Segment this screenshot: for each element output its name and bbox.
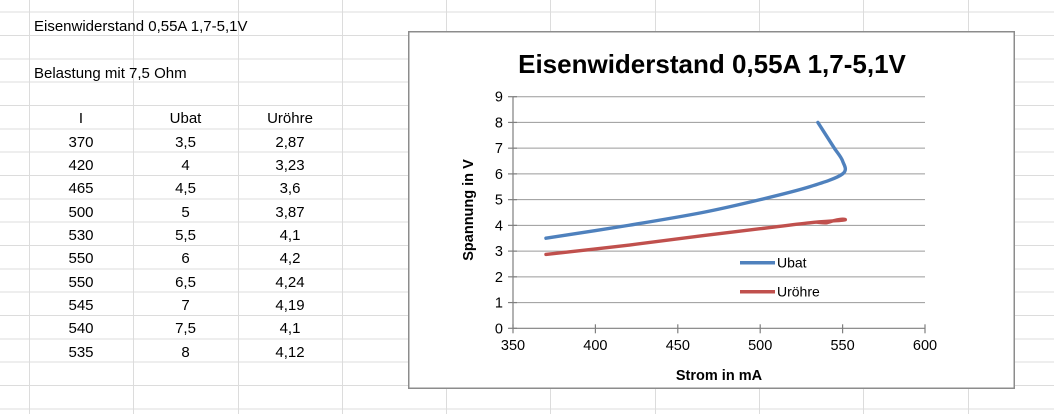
- x-tick-label: 400: [583, 338, 607, 354]
- table-cell[interactable]: 420: [68, 156, 94, 174]
- table-cell[interactable]: 465: [68, 180, 94, 198]
- series-line-ubat[interactable]: [544, 120, 848, 240]
- table-cell[interactable]: 3,5: [175, 133, 196, 151]
- table-cell[interactable]: 370: [68, 133, 94, 151]
- table-cell[interactable]: 500: [68, 203, 94, 221]
- table-header-cell[interactable]: I: [78, 110, 84, 128]
- y-tick-label: 8: [495, 115, 503, 131]
- x-tick-label: 550: [830, 338, 854, 354]
- x-axis-title: Strom in mA: [676, 368, 763, 384]
- y-tick-label: 7: [495, 141, 503, 157]
- table-cell[interactable]: 4,1: [279, 320, 301, 338]
- y-tick-label: 0: [495, 321, 503, 337]
- cell-sheet-subtitle[interactable]: Belastung mit 7,5 Ohm: [34, 64, 187, 82]
- table-row: 550 6 4,2: [29, 245, 342, 268]
- chart-title: Eisenwiderstand 0,55A 1,7-5,1V: [518, 49, 906, 79]
- table-cell[interactable]: 4: [181, 156, 190, 174]
- y-axis-title: Spannung in V: [461, 159, 477, 261]
- table-row: 535 8 4,12: [29, 338, 342, 361]
- sheet-grid-vline: [342, 0, 343, 414]
- table-cell[interactable]: 7: [181, 296, 190, 314]
- table-cell[interactable]: 4,19: [275, 296, 305, 314]
- x-tick-label: 500: [748, 338, 772, 354]
- chart[interactable]: 0 1 2 3 4 5 6 7 8 9 350 400 450 500 550 600 Eisenwiders…: [408, 31, 1015, 389]
- table-cell[interactable]: 3,23: [275, 156, 305, 174]
- table-row: 420 4 3,23: [29, 152, 342, 175]
- table-cell[interactable]: 540: [68, 320, 94, 338]
- table-row: 530 5,5 4,1: [29, 222, 342, 245]
- table-cell[interactable]: 4,24: [275, 273, 305, 291]
- table-row: 500 5 3,87: [29, 198, 342, 221]
- table-row: 550 6,5 4,24: [29, 268, 342, 291]
- table-cell[interactable]: 535: [68, 343, 94, 361]
- table-cell[interactable]: 530: [68, 226, 94, 244]
- table-cell[interactable]: 3,87: [275, 203, 305, 221]
- sheet-grid-vline: [133, 0, 134, 414]
- table-row: 370 3,5 2,87: [29, 128, 342, 151]
- x-tick-label: 600: [913, 338, 937, 354]
- table-cell[interactable]: 4,12: [275, 343, 305, 361]
- x-tick-label: 450: [666, 338, 690, 354]
- chart-border: [408, 31, 1015, 389]
- table-cell[interactable]: 545: [68, 296, 94, 314]
- table-header-cell[interactable]: Ubat: [169, 110, 202, 128]
- table-row: 465 4,5 3,6: [29, 175, 342, 198]
- y-tick-label: 9: [495, 90, 503, 106]
- sheet-grid-vline: [238, 0, 239, 414]
- table-cell[interactable]: 7,5: [175, 320, 196, 338]
- y-tick-label: 1: [495, 296, 503, 312]
- table-cell[interactable]: 4,5: [175, 180, 196, 198]
- table-header-cell[interactable]: Uröhre: [267, 110, 313, 128]
- series-line-uroehre[interactable]: [544, 217, 848, 257]
- table-cell[interactable]: 6,5: [175, 273, 196, 291]
- table-row: 540 7,5 4,1: [29, 315, 342, 338]
- table-row: 545 7 4,19: [29, 292, 342, 315]
- y-tick-label: 5: [495, 193, 503, 209]
- x-tick-label: 350: [501, 338, 525, 354]
- cell-sheet-title[interactable]: Eisenwiderstand 0,55A 1,7-5,1V: [34, 18, 248, 36]
- legend-label-uroehre: Uröhre: [777, 284, 820, 300]
- table-cell[interactable]: 3,6: [279, 180, 301, 198]
- y-tick-label: 4: [495, 218, 503, 234]
- table-cell[interactable]: 8: [181, 343, 190, 361]
- table-cell[interactable]: 6: [181, 250, 190, 268]
- sheet-grid-vline: [29, 0, 30, 414]
- table-cell[interactable]: 550: [68, 250, 94, 268]
- table-cell[interactable]: 5,5: [175, 226, 196, 244]
- legend-label-ubat: Ubat: [777, 255, 807, 271]
- table-cell[interactable]: 4,2: [279, 250, 301, 268]
- table-cell[interactable]: 4,1: [279, 226, 301, 244]
- legend[interactable]: Ubat Uröhre: [740, 255, 820, 300]
- y-tick-label: 3: [495, 244, 503, 260]
- table-header-row: I Ubat Uröhre: [29, 105, 342, 128]
- table-cell[interactable]: 550: [68, 273, 94, 291]
- legend-item-uroehre[interactable]: Uröhre: [740, 284, 820, 300]
- y-tick-label: 2: [495, 270, 503, 286]
- y-tick-label: 6: [495, 167, 503, 183]
- legend-item-ubat[interactable]: Ubat: [740, 255, 807, 271]
- table-cell[interactable]: 2,87: [275, 133, 305, 151]
- table-cell[interactable]: 5: [181, 203, 190, 221]
